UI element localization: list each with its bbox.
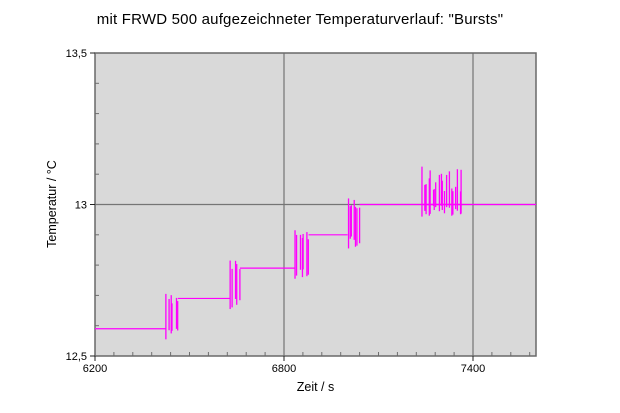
x-tick-label: 6200 <box>83 363 107 375</box>
chart-title: mit FRWD 500 aufgezeichneter Temperaturv… <box>96 11 504 28</box>
x-axis-title: Zeit / s <box>296 380 335 394</box>
x-tick-label: 7400 <box>461 363 485 375</box>
y-tick-label: 13 <box>75 200 87 212</box>
y-tick-label: 12,5 <box>66 351 87 363</box>
y-tick-label: 13,5 <box>66 48 87 60</box>
x-tick-label: 6800 <box>272 363 296 375</box>
